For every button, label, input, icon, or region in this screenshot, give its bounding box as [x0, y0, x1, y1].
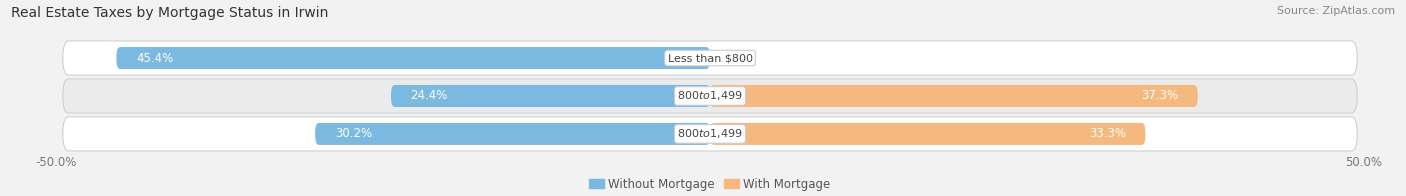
FancyBboxPatch shape [710, 123, 1146, 145]
FancyBboxPatch shape [63, 41, 1357, 75]
FancyBboxPatch shape [710, 85, 1198, 107]
Text: Source: ZipAtlas.com: Source: ZipAtlas.com [1277, 6, 1395, 16]
FancyBboxPatch shape [117, 47, 710, 69]
Text: 33.3%: 33.3% [1088, 127, 1126, 140]
FancyBboxPatch shape [315, 123, 710, 145]
Text: $800 to $1,499: $800 to $1,499 [678, 127, 742, 140]
Legend: Without Mortgage, With Mortgage: Without Mortgage, With Mortgage [585, 173, 835, 195]
Text: Real Estate Taxes by Mortgage Status in Irwin: Real Estate Taxes by Mortgage Status in … [11, 6, 329, 20]
Text: $800 to $1,499: $800 to $1,499 [678, 90, 742, 103]
Text: 24.4%: 24.4% [411, 90, 449, 103]
Text: 45.4%: 45.4% [136, 52, 173, 64]
Text: Less than $800: Less than $800 [668, 53, 752, 63]
Text: 37.3%: 37.3% [1142, 90, 1178, 103]
FancyBboxPatch shape [63, 117, 1357, 151]
FancyBboxPatch shape [391, 85, 710, 107]
Text: 30.2%: 30.2% [335, 127, 371, 140]
FancyBboxPatch shape [63, 79, 1357, 113]
Text: 0.0%: 0.0% [725, 52, 755, 64]
